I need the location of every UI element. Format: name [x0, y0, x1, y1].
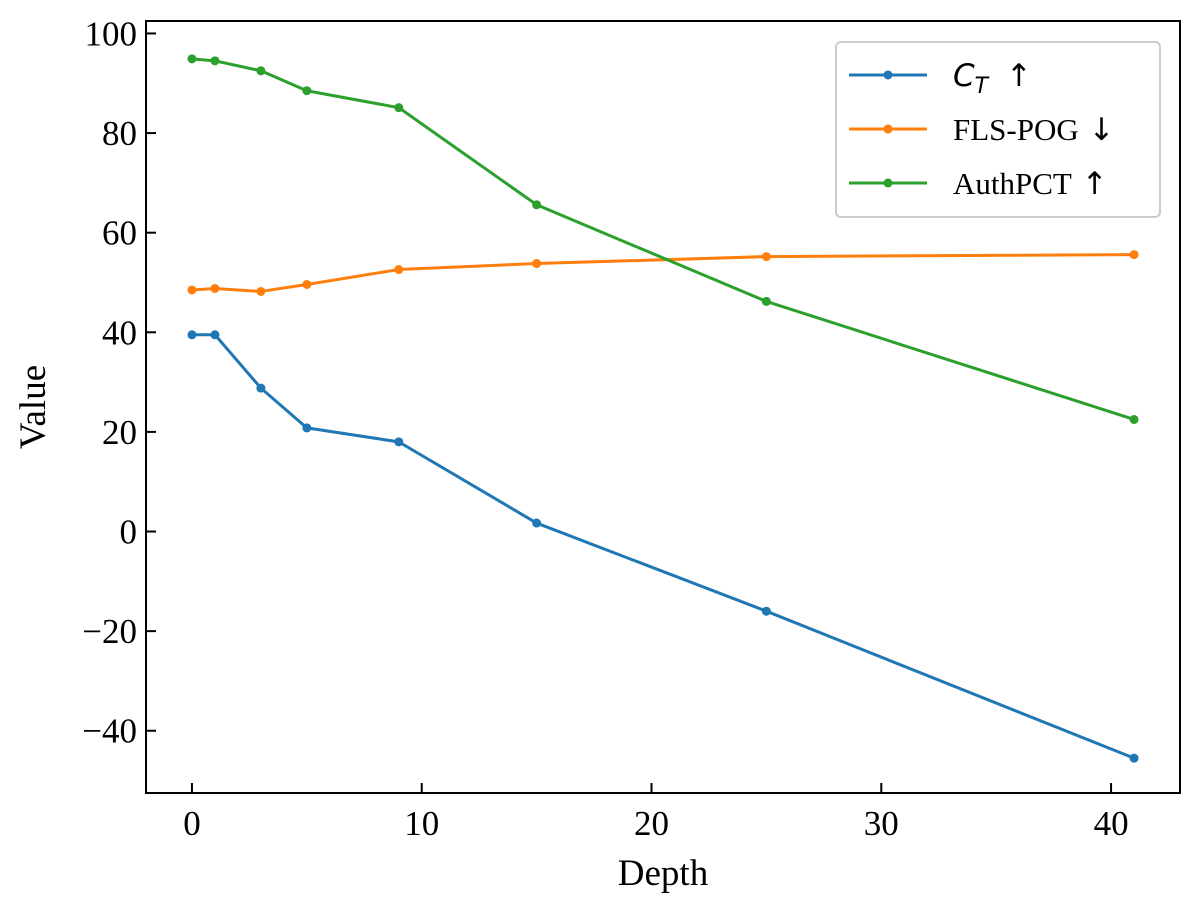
- series-layer: [187, 54, 1139, 763]
- data-point: [761, 296, 771, 306]
- y-tick-label: 100: [85, 14, 138, 53]
- legend-item: CT ↑: [849, 58, 1032, 99]
- x-tick-label: 10: [404, 804, 439, 843]
- y-tick-label: 0: [120, 513, 138, 552]
- legend-item: AuthPCT ↑: [849, 166, 1108, 202]
- data-point: [394, 437, 404, 447]
- series-1: [187, 250, 1139, 296]
- data-point: [761, 606, 771, 616]
- data-point: [210, 283, 220, 293]
- data-point: [532, 518, 542, 528]
- data-point: [761, 252, 771, 262]
- legend-label: CT ↑: [953, 58, 1032, 99]
- data-point: [394, 265, 404, 275]
- data-point: [302, 423, 312, 433]
- series-line: [191, 57, 1135, 421]
- y-tick-label: 40: [102, 313, 137, 352]
- series-2: [187, 54, 1139, 424]
- y-tick-label: −20: [82, 612, 137, 651]
- legend: CT ↑ FLS-POG ↓ AuthPCT ↑: [835, 41, 1161, 218]
- y-axis-label: Value: [13, 365, 54, 449]
- series-line: [191, 253, 1135, 293]
- data-point: [256, 286, 266, 296]
- x-tick-label: 0: [183, 804, 201, 843]
- data-point: [187, 285, 197, 295]
- x-tick-label: 40: [1094, 804, 1129, 843]
- legend-swatch-marker: [883, 70, 893, 80]
- data-point: [532, 200, 542, 210]
- x-axis: 0 10 20 30 40: [183, 783, 1129, 843]
- data-point: [1129, 753, 1139, 763]
- plot-area: [145, 20, 1181, 794]
- data-point: [187, 54, 197, 64]
- y-axis: −40 −20 0 20 40 60 80 100: [82, 14, 156, 751]
- series-line: [191, 333, 1135, 760]
- data-point: [532, 259, 542, 269]
- y-tick-label: 60: [102, 214, 137, 253]
- legend-box: [835, 41, 1161, 218]
- legend-swatch-marker: [883, 124, 893, 134]
- data-point: [1129, 250, 1139, 260]
- data-point: [210, 56, 220, 66]
- data-point: [302, 86, 312, 96]
- y-tick-label: −40: [82, 712, 137, 751]
- series-0: [187, 330, 1139, 763]
- data-point: [1129, 414, 1139, 424]
- data-point: [187, 330, 197, 340]
- legend-item: FLS-POG ↓: [849, 112, 1115, 148]
- data-point: [256, 383, 266, 393]
- data-point: [302, 279, 312, 289]
- legend-label: FLS-POG ↓: [953, 112, 1115, 148]
- data-point: [256, 66, 266, 76]
- data-point: [394, 103, 404, 113]
- legend-swatch-marker: [883, 178, 893, 188]
- x-tick-label: 20: [634, 804, 669, 843]
- y-tick-label: 20: [102, 413, 137, 452]
- data-point: [210, 330, 220, 340]
- x-tick-label: 30: [864, 804, 899, 843]
- y-tick-label: 80: [102, 114, 137, 153]
- x-axis-label: Depth: [618, 853, 709, 894]
- legend-label: AuthPCT ↑: [953, 166, 1108, 202]
